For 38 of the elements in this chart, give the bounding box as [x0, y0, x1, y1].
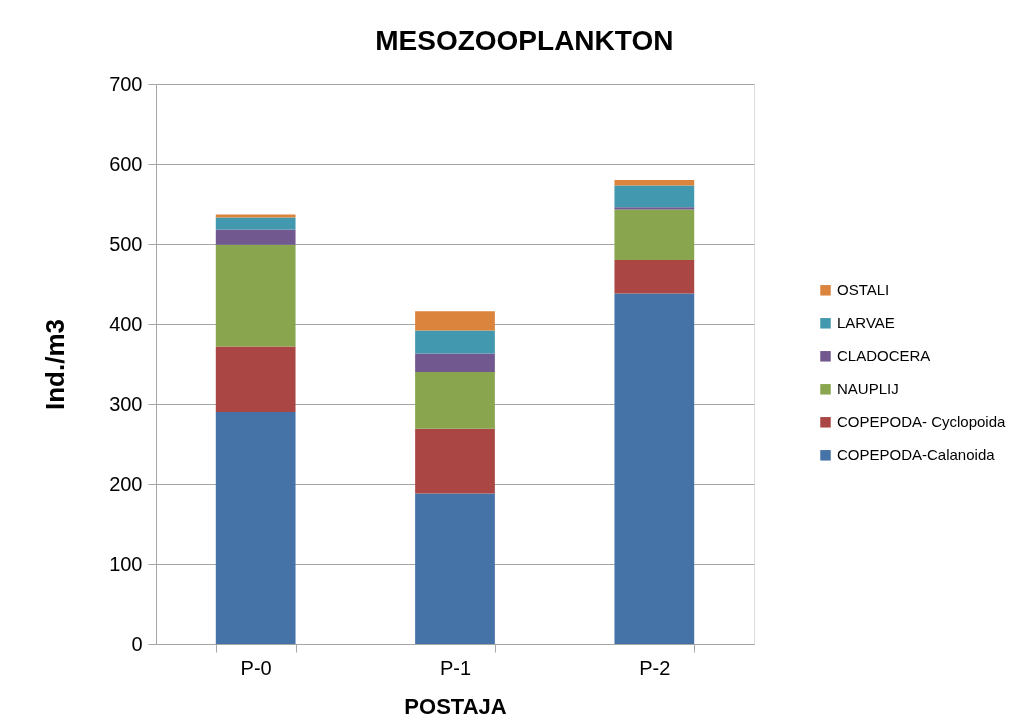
- legend-label: NAUPLIJ: [837, 380, 899, 398]
- bar: [415, 311, 495, 331]
- bar: [614, 260, 695, 294]
- x-tick-label: P-2: [639, 656, 671, 679]
- y-tick-label: 200: [109, 472, 143, 495]
- bar: [215, 229, 296, 245]
- bar: [415, 428, 495, 494]
- bar: [215, 244, 296, 347]
- bar: [215, 412, 296, 644]
- bar: [215, 217, 296, 230]
- y-tick-label: 300: [109, 392, 143, 415]
- y-tick-label: 100: [109, 552, 143, 575]
- bar: [415, 493, 495, 644]
- legend-label: OSTALI: [837, 281, 890, 299]
- bar: [614, 293, 695, 644]
- y-tick-label: 500: [109, 232, 143, 255]
- chart-title: MESOZOOPLANKTON: [375, 25, 674, 56]
- bar: [415, 353, 495, 372]
- bar: [215, 346, 296, 412]
- y-axis-title: Ind./m3: [40, 318, 71, 411]
- legend-label: COPEPODA- Cyclopoida: [837, 413, 1007, 431]
- bar: [215, 214, 296, 218]
- x-axis-title: POSTAJA: [404, 693, 507, 719]
- bar: [614, 185, 695, 208]
- bar: [614, 209, 695, 260]
- bar: [614, 207, 695, 210]
- y-tick-label: 700: [109, 72, 143, 95]
- legend-label: LARVAE: [837, 314, 895, 332]
- x-tick-label: P-1: [439, 656, 472, 679]
- legend-label: COPEPODA-Calanoida: [837, 446, 996, 464]
- y-tick-label: 0: [131, 632, 143, 655]
- y-tick-label: 600: [109, 152, 143, 175]
- legend-label: CLADOCERA: [837, 347, 931, 365]
- bar: [614, 180, 695, 186]
- y-tick-label: 400: [109, 312, 143, 335]
- bar: [415, 372, 495, 429]
- bar: [415, 330, 495, 354]
- x-tick-label: P-0: [240, 656, 272, 679]
